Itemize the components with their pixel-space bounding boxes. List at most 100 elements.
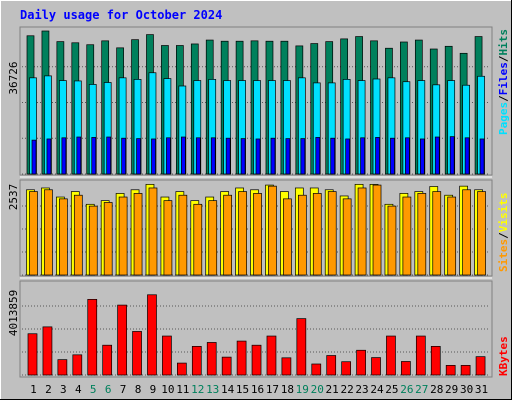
hits-max-label: 36726 bbox=[7, 61, 20, 94]
bar-sites-day-1 bbox=[29, 191, 38, 276]
bar-pages-day-19 bbox=[300, 138, 306, 175]
bar-pages-day-16 bbox=[255, 138, 261, 175]
bar-kbytes-day-6 bbox=[102, 344, 113, 376]
bar-pages-day-8 bbox=[136, 138, 141, 175]
bar-sites-day-31 bbox=[477, 191, 486, 276]
bar-kbytes-day-3 bbox=[57, 359, 68, 376]
bar-kbytes-day-22 bbox=[341, 361, 351, 376]
bar-sites-day-23 bbox=[357, 187, 367, 276]
bar-pages-day-12 bbox=[195, 137, 201, 175]
bar-sites-day-12 bbox=[193, 203, 203, 276]
x-tick-label-day-3: 3 bbox=[60, 383, 67, 396]
x-tick-label-day-17: 17 bbox=[266, 383, 279, 396]
bar-sites-day-3 bbox=[59, 198, 68, 276]
bar-sites-day-10 bbox=[163, 200, 173, 276]
bar-pages-day-13 bbox=[210, 137, 216, 175]
bar-sites-day-25 bbox=[387, 205, 397, 276]
bar-kbytes-day-11 bbox=[177, 362, 187, 376]
x-tick-label-day-31: 31 bbox=[475, 383, 488, 396]
bar-pages-day-28 bbox=[434, 136, 440, 175]
bar-kbytes-day-17 bbox=[266, 335, 277, 376]
bar-sites-day-5 bbox=[88, 205, 98, 276]
bar-sites-day-18 bbox=[283, 198, 292, 276]
bar-pages-day-18 bbox=[285, 138, 291, 175]
bar-sites-day-16 bbox=[253, 193, 262, 276]
bar-sites-day-2 bbox=[44, 189, 53, 276]
bar-pages-day-7 bbox=[121, 137, 126, 175]
legend-kbytes: KBytes bbox=[497, 336, 510, 376]
bar-kbytes-day-7 bbox=[117, 304, 127, 376]
bar-sites-day-24 bbox=[372, 184, 382, 276]
bar-kbytes-day-28 bbox=[430, 346, 441, 376]
bar-pages-day-21 bbox=[330, 137, 336, 175]
bar-pages-day-27 bbox=[419, 138, 425, 175]
bar-pages-day-26 bbox=[405, 137, 410, 175]
bar-sites-day-20 bbox=[312, 193, 322, 276]
legend-visits-sites: Sites/Visits bbox=[497, 193, 510, 273]
legend-sites: Sites bbox=[497, 239, 510, 272]
x-tick-label-day-30: 30 bbox=[460, 383, 473, 396]
legend-pages: Pages bbox=[497, 102, 510, 135]
x-tick-label-day-1: 1 bbox=[30, 383, 37, 396]
x-tick-label-day-15: 15 bbox=[236, 383, 249, 396]
bar-sites-day-30 bbox=[462, 189, 471, 276]
x-tick-label-day-5: 5 bbox=[90, 383, 97, 396]
bar-pages-day-31 bbox=[479, 138, 485, 175]
bar-sites-day-22 bbox=[342, 198, 352, 276]
x-tick-label-day-23: 23 bbox=[355, 383, 368, 396]
bar-sites-day-9 bbox=[148, 187, 158, 276]
bar-kbytes-day-16 bbox=[251, 344, 262, 376]
bar-kbytes-day-23 bbox=[356, 349, 366, 376]
x-tick-label-day-25: 25 bbox=[385, 383, 398, 396]
legend-sep-2: / bbox=[497, 55, 510, 62]
bar-marks bbox=[26, 30, 486, 376]
bar-pages-day-4 bbox=[76, 136, 82, 175]
x-tick-label-day-11: 11 bbox=[176, 383, 189, 396]
x-tick-label-day-10: 10 bbox=[161, 383, 174, 396]
bar-kbytes-day-14 bbox=[221, 356, 232, 376]
panel-visits-frame bbox=[19, 179, 493, 277]
bar-kbytes-day-9 bbox=[147, 294, 157, 376]
bar-sites-day-28 bbox=[432, 191, 442, 276]
bar-sites-day-15 bbox=[238, 191, 247, 276]
x-tick-label-day-13: 13 bbox=[206, 383, 219, 396]
bar-sites-day-27 bbox=[417, 193, 427, 276]
bar-pages-day-9 bbox=[151, 138, 156, 175]
legend-hits-files-pages: Pages/Files/Hits bbox=[497, 29, 510, 135]
bar-kbytes-day-1 bbox=[27, 333, 38, 376]
bar-kbytes-day-18 bbox=[281, 357, 292, 376]
x-tick-label-day-18: 18 bbox=[281, 383, 294, 396]
bar-pages-day-15 bbox=[240, 138, 246, 175]
bar-pages-day-1 bbox=[31, 139, 37, 175]
bar-pages-day-17 bbox=[270, 137, 276, 175]
x-tick-label-day-4: 4 bbox=[75, 383, 82, 396]
bar-pages-day-14 bbox=[225, 137, 231, 175]
x-tick-label-day-9: 9 bbox=[150, 383, 157, 396]
bar-sites-day-7 bbox=[118, 196, 128, 276]
visits-max-label: 2537 bbox=[7, 184, 20, 211]
bar-kbytes-day-5 bbox=[87, 299, 98, 376]
bar-kbytes-day-13 bbox=[206, 342, 217, 376]
legend-visits: Visits bbox=[497, 193, 510, 233]
x-tick-label-day-7: 7 bbox=[120, 383, 127, 396]
x-tick-label-day-20: 20 bbox=[311, 383, 324, 396]
x-tick-label-day-6: 6 bbox=[105, 383, 112, 396]
bar-kbytes-day-25 bbox=[386, 335, 396, 376]
bar-kbytes-day-15 bbox=[236, 340, 247, 376]
x-tick-label-day-12: 12 bbox=[191, 383, 204, 396]
bar-kbytes-day-31 bbox=[475, 356, 486, 376]
kbytes-max-label: 4013859 bbox=[7, 290, 20, 336]
bar-pages-day-5 bbox=[91, 137, 97, 175]
bar-sites-day-4 bbox=[73, 194, 83, 276]
bar-kbytes-day-12 bbox=[191, 346, 202, 376]
bar-pages-day-11 bbox=[181, 136, 186, 175]
x-tick-label-day-8: 8 bbox=[135, 383, 142, 396]
bar-pages-day-23 bbox=[360, 137, 365, 175]
x-tick-label-day-22: 22 bbox=[340, 383, 353, 396]
bar-kbytes-day-10 bbox=[162, 335, 172, 376]
panel-hits-frame bbox=[19, 26, 493, 176]
legend-sep-3: / bbox=[497, 232, 510, 239]
bar-pages-day-25 bbox=[390, 137, 395, 175]
bar-sites-day-21 bbox=[327, 191, 337, 276]
bar-kbytes-day-26 bbox=[401, 361, 411, 376]
